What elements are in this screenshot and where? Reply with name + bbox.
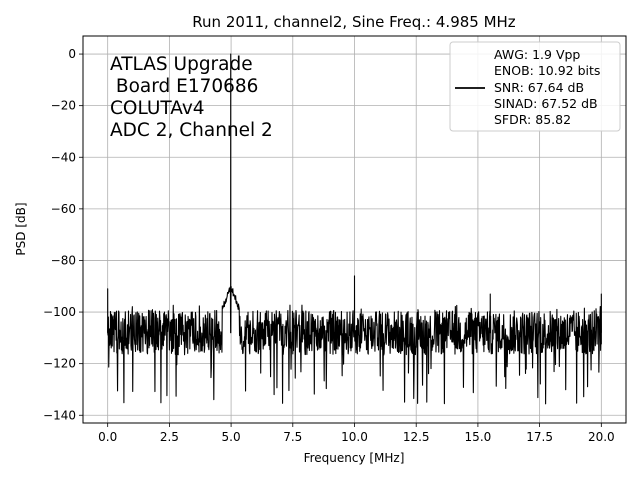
x-tick-label: 0.0 [98,430,117,444]
annotation-line-2: Board E170686 [110,76,258,97]
x-tick-label: 17.5 [526,430,553,444]
psd-series [107,53,602,405]
chart-title: Run 2011, channel2, Sine Freq.: 4.985 MH… [192,13,516,31]
y-tick-label: −60 [51,202,76,216]
x-tick-label: 10.0 [341,430,368,444]
x-tick-label: 20.0 [588,430,615,444]
y-tick-label: −40 [51,150,76,164]
legend-entry-enob: ENOB: 10.92 bits [494,63,600,78]
x-tick-label: 15.0 [465,430,492,444]
y-tick-label: −80 [51,253,76,267]
annotation-line-3: COLUTAv4 [110,98,205,119]
legend-entry-snr: SNR: 67.64 dB [494,80,584,95]
annotation-line-4: ADC 2, Channel 2 [110,120,273,141]
x-tick-label: 7.5 [283,430,302,444]
legend-entry-sfdr: SFDR: 85.82 [494,112,571,127]
x-axis-label: Frequency [MHz] [304,451,405,465]
psd-line [107,53,602,405]
x-tick-label: 12.5 [403,430,430,444]
annotation-line-1: ATLAS Upgrade [110,54,253,75]
y-tick-label: −20 [51,99,76,113]
legend-entry-awg: AWG: 1.9 Vpp [494,47,580,62]
x-axis-ticks: 0.0 2.5 5.0 7.5 10.0 12.5 15.0 17.5 20.0 [98,423,615,444]
y-tick-label: 0 [68,47,76,61]
board-annotation: ATLAS Upgrade Board E170686 COLUTAv4 ADC… [110,54,273,141]
legend-entry-sinad: SINAD: 67.52 dB [494,96,598,111]
legend-box [449,41,621,132]
y-axis-label: PSD [dB] [14,202,28,255]
y-tick-label: −100 [43,305,76,319]
x-tick-label: 2.5 [160,430,179,444]
y-tick-label: −140 [43,408,76,422]
y-axis-ticks: 0 −20 −40 −60 −80 −100 −120 −140 [43,47,83,422]
y-tick-label: −120 [43,357,76,371]
x-tick-label: 5.0 [222,430,241,444]
legend: AWG: 1.9 Vpp ENOB: 10.92 bits SNR: 67.64… [449,41,621,132]
